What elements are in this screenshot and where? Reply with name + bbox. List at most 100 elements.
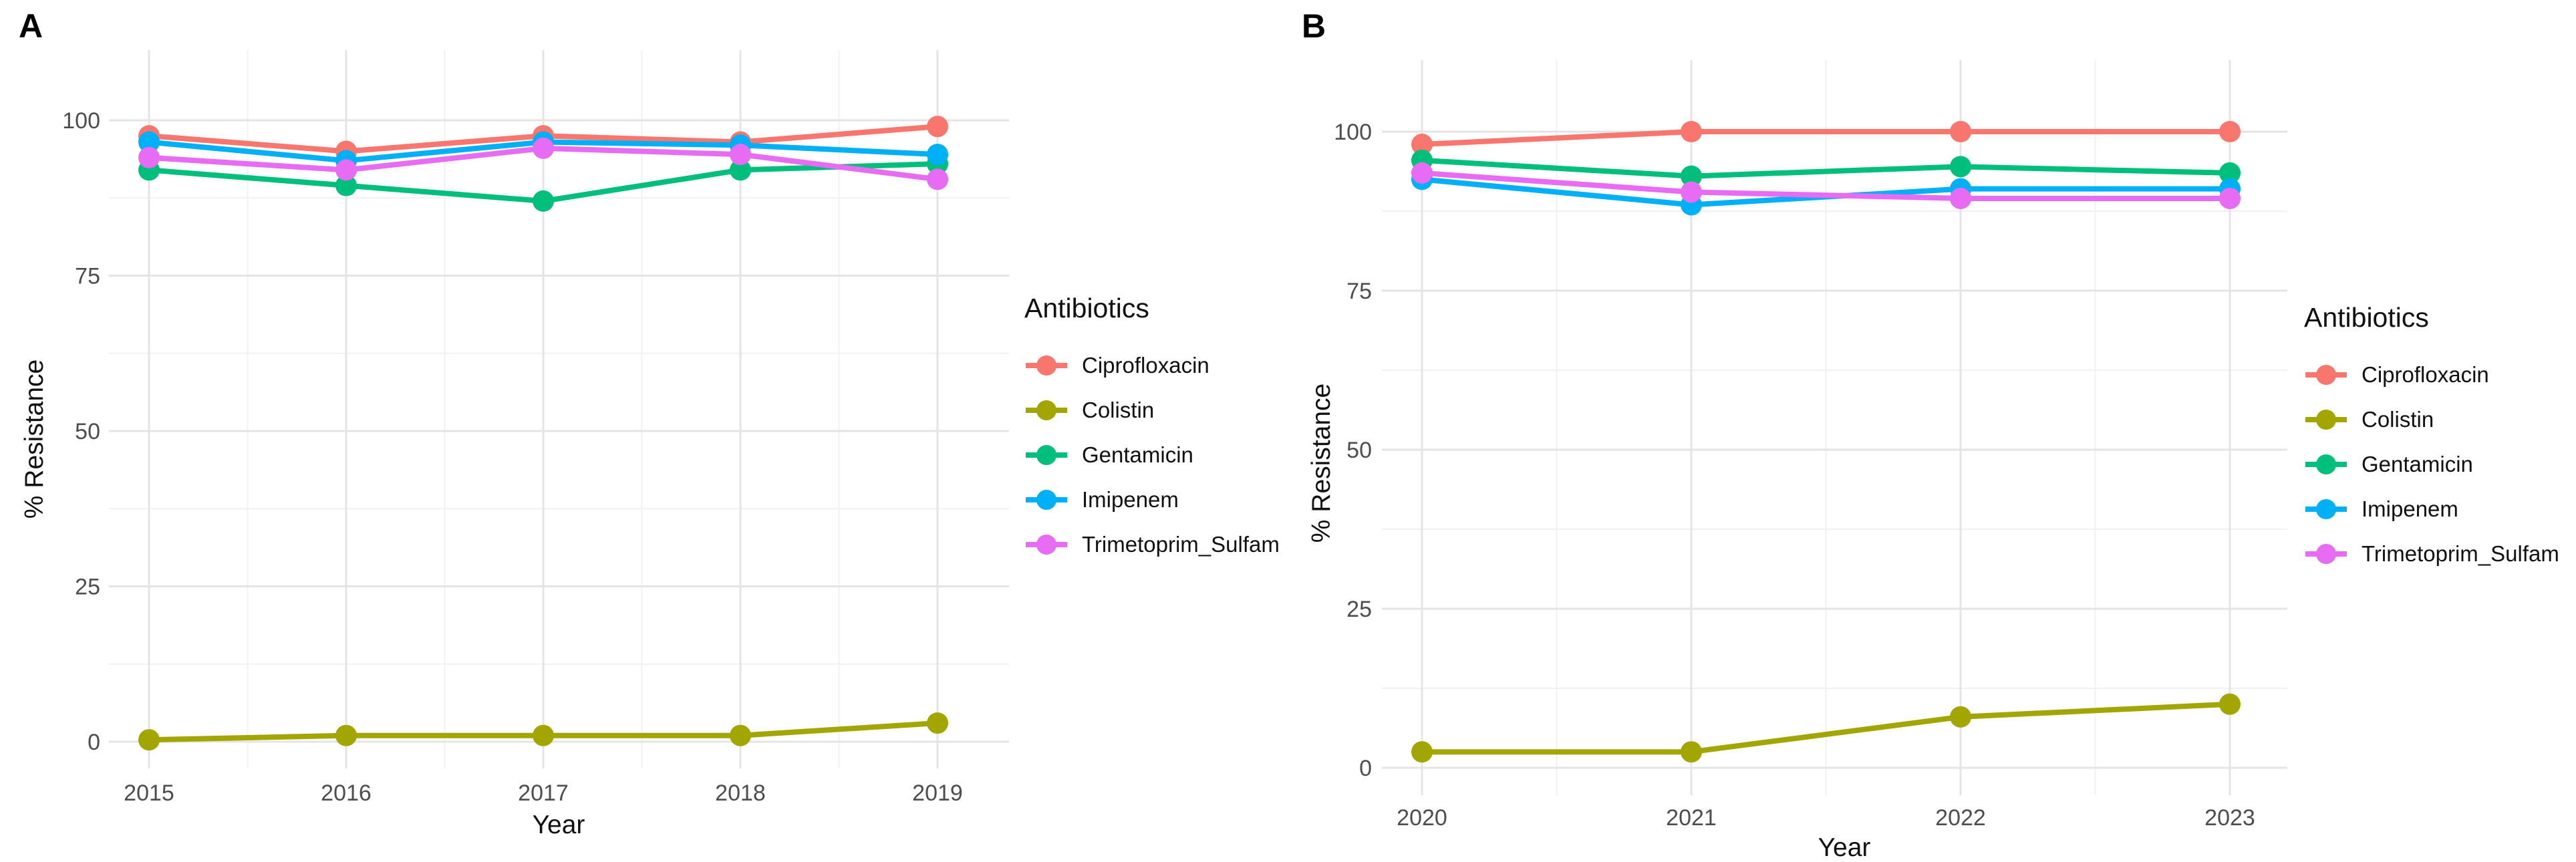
x-tick-label: 2021 [1666, 805, 1717, 831]
legend-key-icon [1026, 444, 1067, 465]
legend-key-icon [1026, 355, 1067, 376]
point-Imipenem-2015 [138, 131, 160, 153]
point-Colistin-2019 [927, 712, 948, 734]
legend-item: Imipenem [1024, 477, 1305, 522]
legend-key-icon [1026, 400, 1067, 420]
legend-key-point [1036, 355, 1056, 376]
y-tick-label: 50 [75, 419, 100, 444]
legend-items: Ciprofloxacin Colistin Gentamicin Imipenem T… [2304, 352, 2576, 576]
x-tick-label: 2016 [321, 780, 372, 806]
panel-a: A 0 25 50 75 100 2015 2016 2017 2018 2019 Year % … [19, 7, 1280, 839]
legend-key-icon [2305, 543, 2347, 564]
y-axis-title: % Resistance [1307, 384, 1336, 543]
point-Trimetoprim_Sulfam-2019 [927, 168, 948, 190]
panel-b-label: B [1302, 7, 1327, 45]
y-tick-label: 75 [75, 264, 100, 289]
x-axis-title: Year [1818, 833, 1871, 862]
y-tick-label: 0 [1359, 756, 1372, 781]
y-tick-label: 25 [75, 575, 100, 600]
x-tick-label: 2017 [518, 780, 569, 806]
x-tick-label: 2019 [912, 780, 963, 806]
legend-item-label: Ciprofloxacin [1082, 352, 1209, 378]
legend-item-label: Imipenem [1082, 486, 1179, 512]
point-Gentamicin-2016 [335, 174, 357, 196]
legend-item-label: Colistin [2362, 406, 2434, 432]
legend-key-point [2316, 364, 2336, 385]
legend-title: Antibiotics [1024, 293, 1149, 323]
point-Trimetoprim_Sulfam-2016 [335, 159, 357, 181]
series-line-Ciprofloxacin [1419, 129, 2233, 148]
y-tick-label: 0 [88, 730, 100, 755]
point-Trimetoprim_Sulfam-2020 [1411, 162, 1433, 184]
legend: Antibiotics Ciprofloxacin Colistin Gentami… [1024, 293, 1305, 567]
point-Trimetoprim_Sulfam-2023 [2219, 187, 2241, 209]
legend-item: Ciprofloxacin [1024, 343, 1305, 388]
point-Trimetoprim_Sulfam-2015 [138, 146, 160, 168]
y-tick-label: 50 [1346, 438, 1372, 463]
x-tick-label: 2022 [1935, 805, 1986, 831]
point-Ciprofloxacin-2023 [2219, 121, 2241, 142]
legend-item-label: Ciprofloxacin [2362, 362, 2489, 387]
legend-item-label: Gentamicin [2362, 451, 2473, 476]
legend-key-point [2316, 409, 2336, 430]
panel-b-chart: 0 25 50 75 100 2020 2021 2022 2023 Year % Resist… [1307, 60, 2287, 862]
plot-series [1411, 121, 2241, 763]
x-tick-label: 2015 [124, 780, 174, 806]
legend-key-icon [2305, 498, 2347, 519]
panel-b: B 0 25 50 75 100 2020 2021 2022 2023 Year % Resi… [1283, 0, 2576, 862]
legend-item-label: Colistin [1082, 397, 1155, 422]
legend-item: Colistin [1024, 388, 1305, 432]
legend-item-label: Imipenem [2362, 496, 2458, 521]
legend-item: Gentamicin [2304, 442, 2576, 486]
point-Ciprofloxacin-2020 [1411, 134, 1433, 156]
legend-item-label: Trimetoprim_Sulfam [2362, 541, 2559, 566]
point-Trimetoprim_Sulfam-2021 [1681, 181, 1702, 203]
point-Imipenem-2019 [927, 144, 948, 166]
x-tick-label: 2018 [715, 780, 766, 806]
legend-item: Colistin [2304, 397, 2576, 442]
legend-item: Trimetoprim_Sulfam [2304, 531, 2576, 576]
point-Gentamicin-2018 [730, 159, 751, 181]
point-Gentamicin-2023 [2219, 162, 2241, 184]
legend-key-point [1036, 400, 1056, 420]
y-tick-label: 25 [1346, 597, 1372, 622]
y-tick-label: 75 [1346, 279, 1372, 304]
point-Trimetoprim_Sulfam-2018 [730, 144, 751, 166]
plot-series [138, 116, 948, 751]
legend-item: Gentamicin [1024, 432, 1305, 477]
legend-items: Ciprofloxacin Colistin Gentamicin Imipenem T… [1024, 343, 1305, 567]
legend-key-icon [1026, 534, 1067, 555]
legend-key-point [1036, 534, 1056, 555]
point-Gentamicin-2017 [533, 190, 554, 212]
axis-tick-labels: 0 25 50 75 100 2015 2016 2017 2018 2019 [62, 108, 963, 806]
point-Colistin-2016 [335, 724, 357, 746]
legend-item-label: Gentamicin [1082, 442, 1193, 467]
legend-key-icon [2305, 454, 2347, 474]
legend-key-point [1036, 489, 1056, 510]
x-tick-label: 2020 [1397, 805, 1447, 831]
x-axis-title: Year [533, 811, 585, 839]
series-line-Gentamicin [1419, 157, 2233, 179]
legend-item-label: Trimetoprim_Sulfam [1082, 531, 1280, 557]
point-Colistin-2017 [533, 724, 554, 746]
legend-key-point [2316, 543, 2336, 564]
series-line-Colistin [1419, 701, 2233, 755]
point-Ciprofloxacin-2019 [927, 116, 948, 138]
point-Colistin-2022 [1950, 706, 1971, 728]
y-axis-title: % Resistance [20, 360, 49, 519]
point-Colistin-2023 [2219, 693, 2241, 715]
legend-item: Trimetoprim_Sulfam [1024, 522, 1305, 567]
panel-a-chart: 0 25 50 75 100 2015 2016 2017 2018 2019 Year % Re… [20, 50, 1009, 839]
axis-tick-labels: 0 25 50 75 100 2020 2021 2022 2023 [1334, 120, 2255, 831]
legend-key-point [2316, 454, 2336, 474]
x-tick-label: 2023 [2204, 805, 2255, 831]
point-Colistin-2018 [730, 724, 751, 746]
gridlines [109, 50, 1009, 768]
legend-key-icon [2305, 409, 2347, 430]
legend-item: Ciprofloxacin [2304, 352, 2576, 397]
series-line-Trimetoprim_Sulfam [1419, 170, 2233, 201]
point-Ciprofloxacin-2022 [1950, 121, 1971, 142]
y-tick-label: 100 [1334, 120, 1372, 145]
point-Gentamicin-2022 [1950, 156, 1971, 178]
